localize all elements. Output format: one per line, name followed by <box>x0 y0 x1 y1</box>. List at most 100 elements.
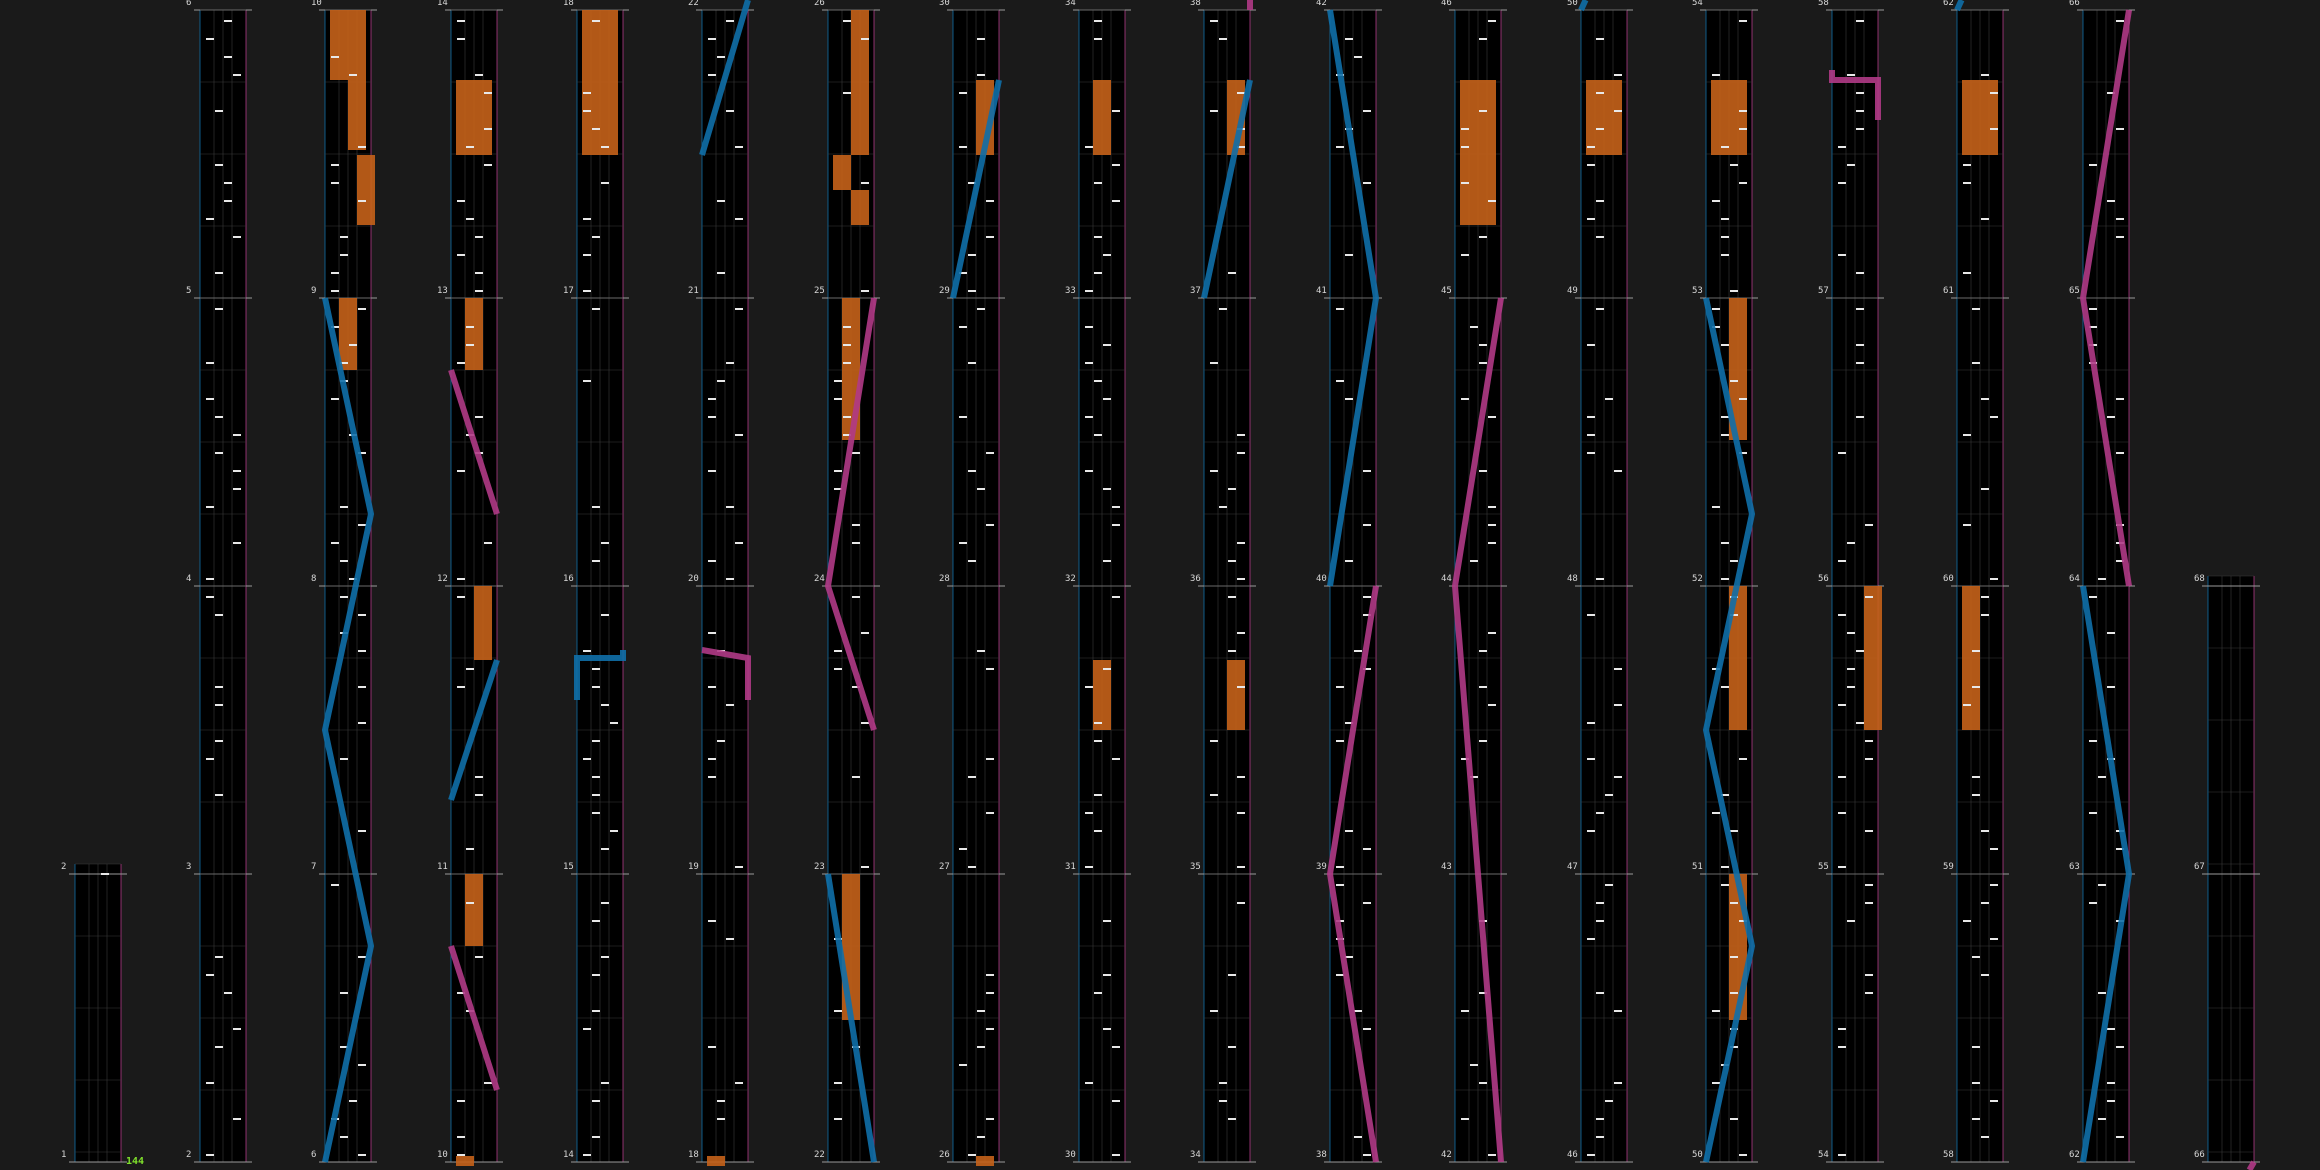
chip-note <box>224 56 232 58</box>
chip-note <box>1237 146 1245 148</box>
measure-number: 9 <box>311 286 317 296</box>
chip-note <box>1112 1154 1120 1156</box>
chip-note <box>977 74 985 76</box>
chip-note <box>592 308 600 310</box>
chip-note <box>1336 686 1344 688</box>
chip-note <box>1219 308 1227 310</box>
chip-note <box>466 218 474 220</box>
chip-note <box>1479 38 1487 40</box>
chip-note <box>1721 542 1729 544</box>
chip-note <box>2089 596 2097 598</box>
chip-note <box>1730 830 1738 832</box>
chip-note <box>206 758 214 760</box>
chip-note <box>1856 110 1864 112</box>
chip-note <box>1712 812 1720 814</box>
chip-note <box>1094 722 1102 724</box>
chip-note <box>1479 1082 1487 1084</box>
chip-note <box>583 650 591 652</box>
chip-note <box>2098 578 2106 580</box>
chip-note <box>358 308 366 310</box>
chip-note <box>484 164 492 166</box>
chip-note <box>843 326 851 328</box>
chip-note <box>1479 362 1487 364</box>
chip-note <box>1237 812 1245 814</box>
chip-note <box>592 236 600 238</box>
chip-note <box>1363 524 1371 526</box>
chip-note <box>1461 128 1469 130</box>
chip-note <box>1972 1082 1980 1084</box>
chip-note <box>1237 434 1245 436</box>
chip-note <box>1085 326 1093 328</box>
chip-note <box>1488 704 1496 706</box>
measure-number: 66 <box>2194 1150 2205 1160</box>
left-laser <box>2080 585 2133 1163</box>
chip-note <box>206 1154 214 1156</box>
chip-note <box>968 362 976 364</box>
chip-note <box>331 326 339 328</box>
chip-note <box>708 758 716 760</box>
chip-note <box>1336 380 1344 382</box>
chip-note <box>1470 776 1478 778</box>
chip-note <box>1856 92 1864 94</box>
chip-note <box>215 1046 223 1048</box>
chip-note <box>592 20 600 22</box>
chip-note <box>215 416 223 418</box>
chip-note <box>1112 506 1120 508</box>
chip-note <box>986 524 994 526</box>
measure-number: 14 <box>563 1150 574 1160</box>
chip-note <box>1237 902 1245 904</box>
chip-note <box>708 416 716 418</box>
chip-note <box>726 20 734 22</box>
chip-note <box>2107 686 2115 688</box>
chip-note <box>1730 380 1738 382</box>
chip-note <box>735 308 743 310</box>
left-laser <box>448 659 500 801</box>
chip-note <box>1237 92 1245 94</box>
chip-note <box>1605 1100 1613 1102</box>
chip-note <box>717 1118 725 1120</box>
measure-number: 38 <box>1316 1150 1327 1160</box>
right-laser <box>448 369 500 515</box>
chip-note <box>583 380 591 382</box>
chip-note <box>1094 38 1102 40</box>
chip-note <box>1614 776 1622 778</box>
measure-number: 6 <box>311 1150 317 1160</box>
chip-note <box>968 866 976 868</box>
chip-note <box>215 614 223 616</box>
hold-note <box>1093 80 1111 155</box>
chip-note <box>2089 326 2097 328</box>
chip-note <box>834 470 842 472</box>
chip-note <box>843 344 851 346</box>
chip-note <box>1363 1028 1371 1030</box>
chip-note <box>1865 902 1873 904</box>
chip-note <box>968 776 976 778</box>
chip-note <box>215 164 223 166</box>
chip-note <box>1596 1118 1604 1120</box>
chip-note <box>1345 722 1353 724</box>
chip-note <box>959 848 967 850</box>
chip-note <box>331 542 339 544</box>
chip-note <box>2107 1028 2115 1030</box>
chip-note <box>1488 524 1496 526</box>
measure-number: 37 <box>1190 286 1201 296</box>
chip-note <box>331 164 339 166</box>
chip-note <box>1094 740 1102 742</box>
chip-note <box>592 506 600 508</box>
chip-note <box>708 398 716 400</box>
chip-note <box>852 524 860 526</box>
chip-note <box>1721 416 1729 418</box>
measure-number: 30 <box>939 0 950 8</box>
measure-number: 31 <box>1065 862 1076 872</box>
chip-note <box>1596 992 1604 994</box>
chip-note <box>1461 758 1469 760</box>
chip-note <box>233 542 241 544</box>
chip-note <box>1990 92 1998 94</box>
chip-note <box>735 218 743 220</box>
chip-note <box>1488 506 1496 508</box>
measure-number: 68 <box>2194 574 2205 584</box>
measure-number: 29 <box>939 286 950 296</box>
chip-note <box>1596 200 1604 202</box>
measure-number: 25 <box>814 286 825 296</box>
chip-note <box>610 722 618 724</box>
chip-note <box>1847 686 1855 688</box>
